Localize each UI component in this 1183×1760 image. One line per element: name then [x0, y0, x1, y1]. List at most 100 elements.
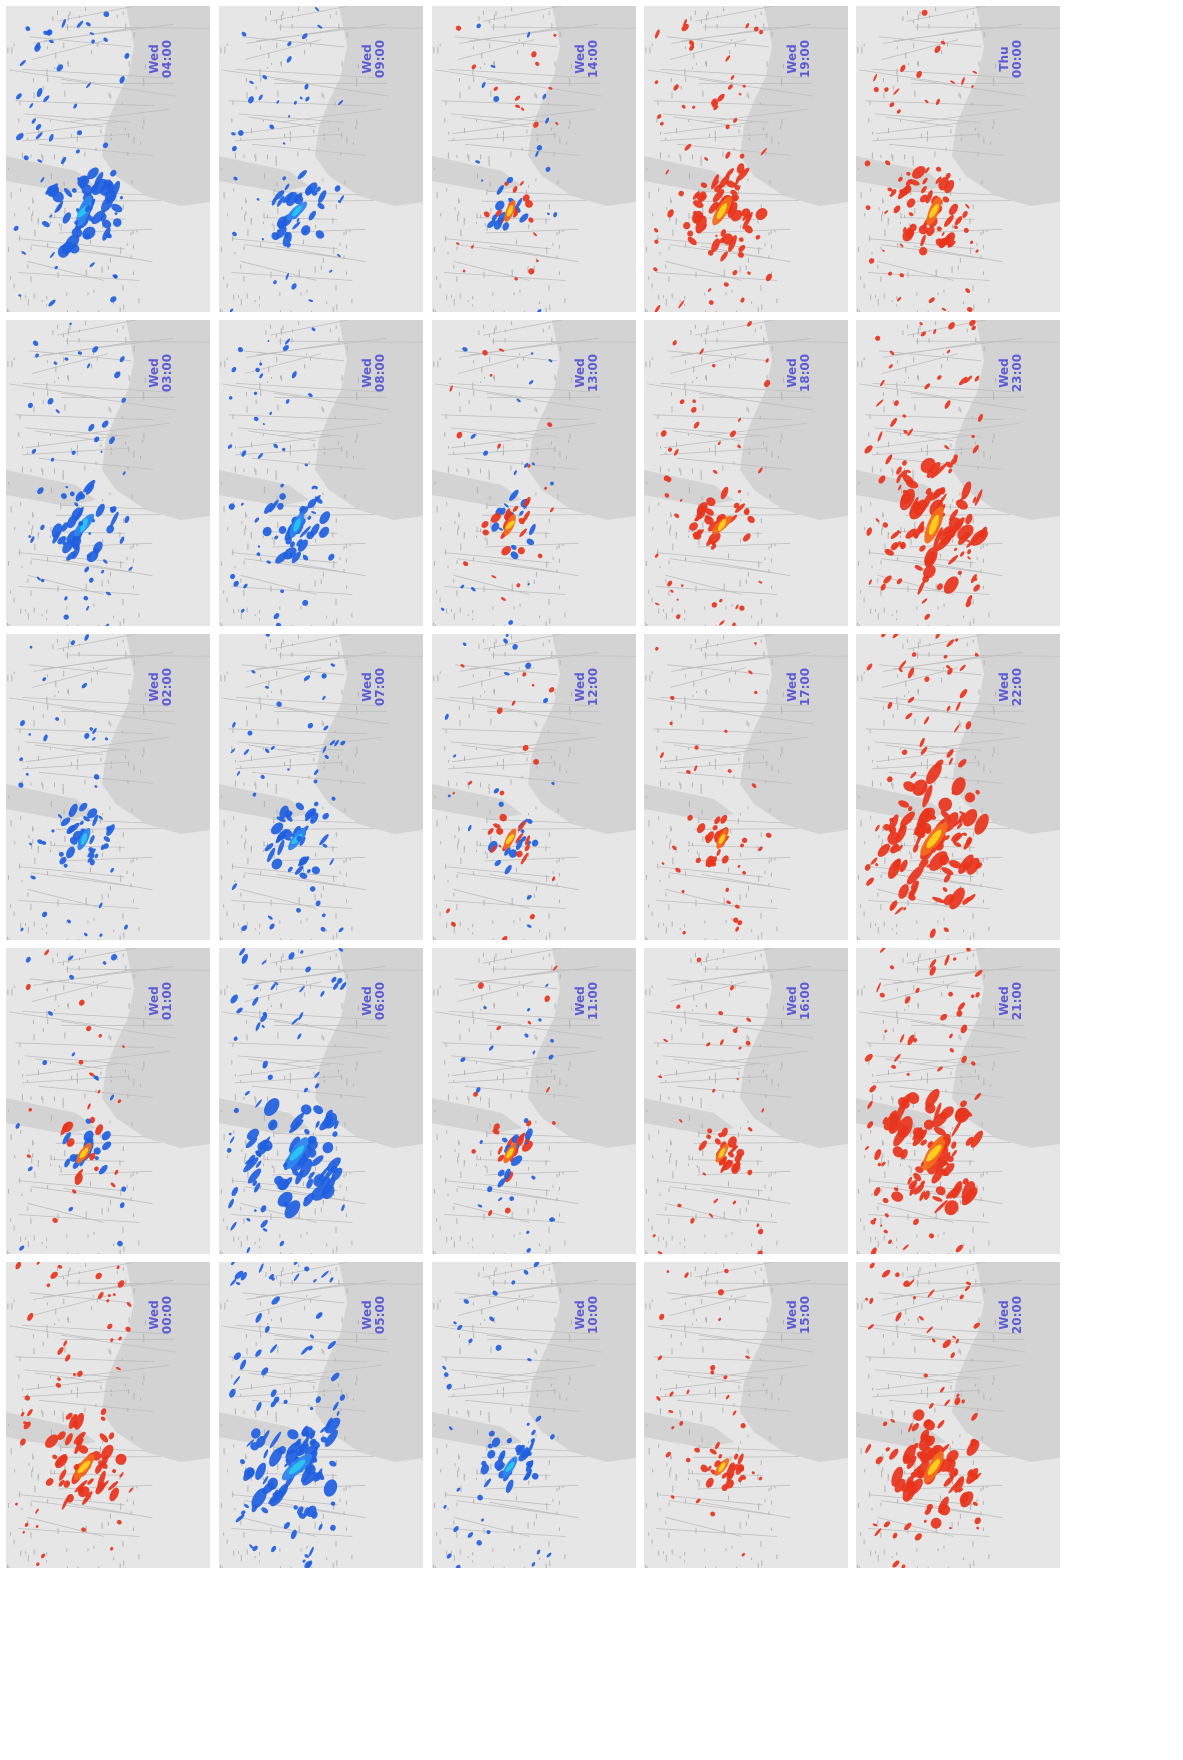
high-activity-blob — [745, 1355, 750, 1359]
street-label-mark — [133, 899, 134, 903]
high-activity-blob — [753, 26, 759, 32]
high-activity-blob — [698, 1140, 707, 1151]
road — [9, 69, 96, 84]
low-activity-blob — [299, 96, 303, 100]
street-label-mark — [263, 1115, 265, 1122]
low-activity-blob — [100, 213, 107, 222]
street-label-mark — [781, 707, 783, 715]
low-activity-blob — [333, 1120, 339, 1130]
street-label-mark — [536, 766, 538, 769]
street-label-mark — [353, 1084, 354, 1087]
road — [228, 728, 368, 735]
street-label-mark — [259, 1552, 261, 1556]
low-activity-blob — [247, 730, 253, 736]
street-label-mark — [763, 337, 765, 344]
low-activity-blob — [29, 103, 34, 109]
street-label-mark — [483, 1213, 485, 1220]
low-activity-blob — [78, 493, 86, 500]
street-label-mark — [251, 755, 252, 762]
road — [486, 392, 602, 411]
street-label-mark — [25, 295, 26, 298]
road — [43, 965, 173, 984]
street-label-mark — [308, 147, 310, 151]
low-activity-blob — [304, 809, 315, 821]
high-activity-blob — [112, 1469, 117, 1474]
time-label: Wed 01:00 — [147, 981, 178, 1021]
street-label-mark — [270, 271, 272, 278]
street-label-mark — [21, 1408, 23, 1415]
street-label-mark — [13, 283, 15, 289]
hour-label: 12:00 — [586, 667, 600, 707]
street-label-mark — [685, 1332, 687, 1338]
street-label-mark — [11, 988, 13, 996]
street-label-mark — [345, 1485, 347, 1491]
high-activity-blob — [501, 546, 512, 556]
low-activity-blob — [230, 748, 236, 754]
street-label-mark — [289, 1078, 291, 1084]
street-label-mark — [771, 585, 772, 589]
high-activity-blob — [536, 259, 539, 263]
street-label-mark — [659, 1193, 661, 1197]
street-label-mark — [255, 85, 257, 90]
street-label-mark — [38, 1069, 39, 1076]
high-activity-blob — [468, 780, 473, 785]
street-label-mark — [32, 1142, 34, 1145]
high-activity-blob — [455, 25, 462, 31]
street-label-mark — [221, 795, 223, 799]
street-label-mark — [27, 578, 29, 583]
street-label-mark — [548, 1460, 550, 1465]
street-label-mark — [757, 1249, 759, 1254]
low-activity-blob — [296, 835, 303, 842]
high-activity-blob — [456, 242, 460, 245]
road — [277, 1282, 423, 1285]
road — [656, 1494, 763, 1506]
street-label-mark — [338, 1383, 339, 1387]
street-label-mark — [54, 1410, 55, 1416]
street-label-mark — [704, 1234, 706, 1238]
street-label-mark — [652, 213, 654, 217]
low-activity-blob — [264, 502, 274, 514]
high-activity-blob — [747, 320, 752, 327]
street-label-mark — [49, 849, 51, 852]
street-label-mark — [690, 644, 692, 649]
road — [490, 968, 636, 971]
street-label-mark — [446, 1236, 448, 1242]
high-activity-blob — [712, 469, 718, 474]
map-panel: Wed 05:00 — [219, 1262, 423, 1568]
street-label-mark — [490, 1346, 492, 1353]
low-activity-blob — [550, 1217, 556, 1222]
street-label-mark — [67, 689, 69, 693]
low-activity-blob — [252, 1180, 258, 1187]
street-label-mark — [535, 1513, 537, 1519]
street-label-mark — [110, 722, 112, 727]
low-activity-blob — [523, 1450, 529, 1457]
street-label-mark — [781, 1021, 783, 1029]
low-activity-blob — [269, 124, 275, 130]
high-activity-blob — [656, 1396, 661, 1401]
road — [455, 978, 558, 990]
street-label-mark — [684, 46, 686, 50]
street-label-mark — [351, 1240, 353, 1246]
low-activity-blob — [462, 347, 468, 352]
street-label-mark — [221, 1423, 223, 1427]
street-label-mark — [483, 271, 485, 278]
street-label-mark — [345, 1186, 347, 1191]
low-activity-blob — [270, 1389, 277, 1398]
street-label-mark — [226, 43, 228, 46]
street-label-mark — [676, 1069, 677, 1076]
high-activity-blob — [52, 1454, 58, 1460]
street-label-mark — [130, 1174, 132, 1178]
low-activity-blob — [308, 1546, 314, 1557]
street-label-mark — [679, 1556, 681, 1559]
street-label-mark — [284, 1389, 286, 1394]
street-label-mark — [481, 52, 483, 59]
street-label-mark — [665, 1206, 667, 1211]
street-label-mark — [13, 357, 15, 360]
street-label-mark — [493, 689, 495, 693]
street-label-mark — [323, 94, 325, 99]
low-activity-blob — [294, 865, 304, 875]
street-label-mark — [312, 504, 314, 510]
street-label-mark — [289, 130, 291, 136]
low-activity-blob — [255, 1160, 262, 1168]
street-label-mark — [502, 1392, 504, 1398]
